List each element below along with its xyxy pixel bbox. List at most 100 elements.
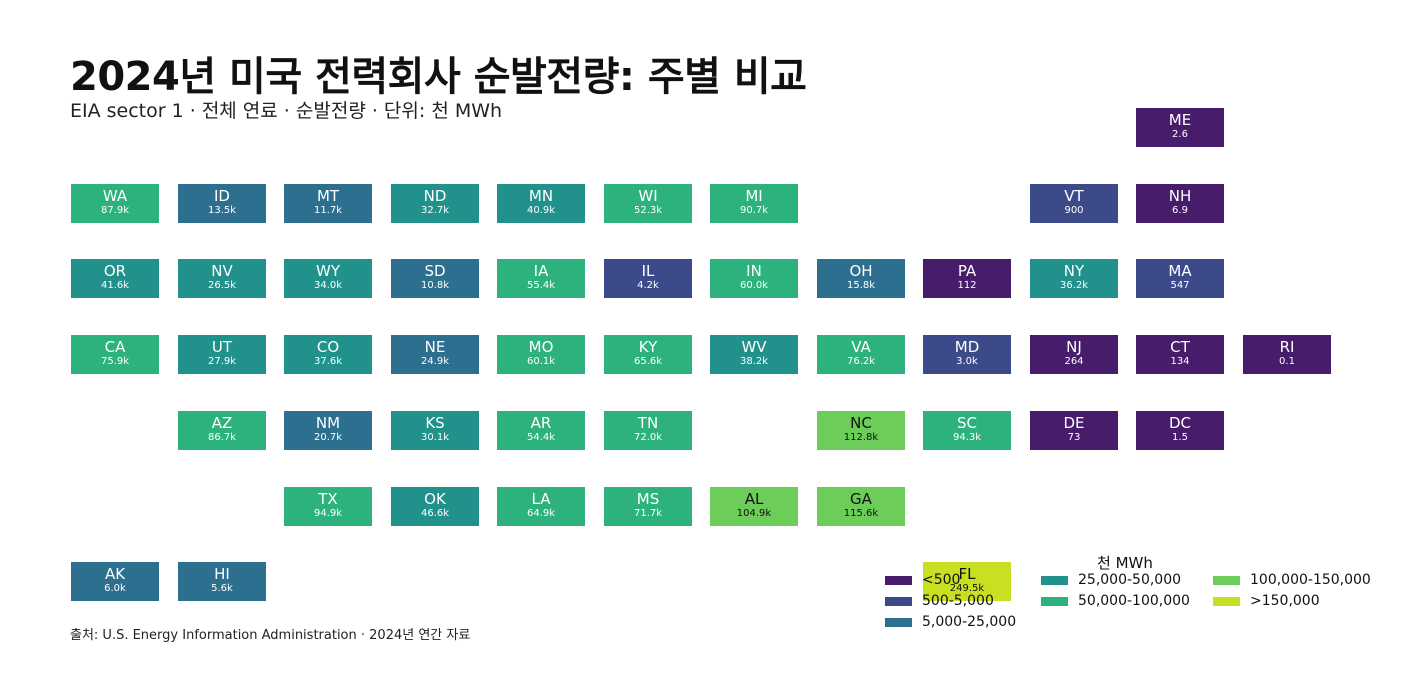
state-abbr: DC bbox=[1168, 414, 1192, 432]
state-value: 547 bbox=[1170, 280, 1190, 291]
state-abbr: WI bbox=[638, 187, 658, 205]
state-value: 112.8k bbox=[843, 432, 879, 443]
state-abbr: IL bbox=[641, 262, 655, 280]
state-abbr: GA bbox=[850, 490, 872, 508]
state-value: 20.7k bbox=[313, 432, 343, 443]
state-tile-az: AZ 86.7k bbox=[178, 411, 266, 450]
legend-item: 5,000-25,000 bbox=[885, 614, 1016, 634]
state-tile-dc: DC 1.5 bbox=[1136, 411, 1224, 450]
state-value: 46.6k bbox=[420, 508, 450, 519]
state-abbr: CO bbox=[316, 338, 340, 356]
state-abbr: VT bbox=[1064, 187, 1084, 205]
state-value: 86.7k bbox=[207, 432, 237, 443]
state-tile-in: IN 60.0k bbox=[710, 259, 798, 298]
legend-item: 50,000-100,000 bbox=[1041, 593, 1190, 613]
legend-swatch bbox=[885, 575, 912, 585]
state-abbr: MO bbox=[528, 338, 554, 356]
state-value: 41.6k bbox=[100, 280, 130, 291]
legend-item: 25,000-50,000 bbox=[1041, 572, 1181, 592]
state-abbr: MN bbox=[528, 187, 554, 205]
legend-label: 25,000-50,000 bbox=[1078, 572, 1182, 588]
state-value: 73 bbox=[1067, 432, 1081, 443]
state-abbr: PA bbox=[957, 262, 977, 280]
legend-label: 100,000-150,000 bbox=[1250, 572, 1371, 588]
state-abbr: KY bbox=[638, 338, 658, 356]
legend-swatch bbox=[1213, 575, 1240, 585]
state-tile-al: AL 104.9k bbox=[710, 487, 798, 526]
legend-swatch bbox=[1213, 596, 1240, 606]
state-tile-ri: RI 0.1 bbox=[1243, 335, 1331, 374]
state-value: 34.0k bbox=[313, 280, 343, 291]
chart-title: 2024년 미국 전력회사 순발전량: 주별 비교 bbox=[70, 54, 807, 100]
state-value: 900 bbox=[1064, 205, 1084, 216]
state-value: 249.5k bbox=[949, 583, 985, 594]
state-tile-ks: KS 30.1k bbox=[391, 411, 479, 450]
state-value: 13.5k bbox=[207, 205, 237, 216]
state-tile-wa: WA 87.9k bbox=[71, 184, 159, 223]
state-tile-la: LA 64.9k bbox=[497, 487, 585, 526]
state-abbr: VA bbox=[851, 338, 871, 356]
state-tile-nv: NV 26.5k bbox=[178, 259, 266, 298]
state-value: 55.4k bbox=[526, 280, 556, 291]
state-value: 94.9k bbox=[313, 508, 343, 519]
state-abbr: OH bbox=[849, 262, 873, 280]
state-abbr: SC bbox=[957, 414, 977, 432]
state-tile-or: OR 41.6k bbox=[71, 259, 159, 298]
state-value: 134 bbox=[1170, 356, 1190, 367]
state-abbr: OR bbox=[103, 262, 127, 280]
state-value: 60.0k bbox=[739, 280, 769, 291]
state-abbr: RI bbox=[1279, 338, 1295, 356]
state-value: 75.9k bbox=[100, 356, 130, 367]
state-value: 54.4k bbox=[526, 432, 556, 443]
state-value: 6.9 bbox=[1172, 205, 1188, 216]
state-abbr: LA bbox=[531, 490, 551, 508]
state-abbr: NV bbox=[211, 262, 233, 280]
state-value: 1.5 bbox=[1172, 432, 1188, 443]
state-value: 64.9k bbox=[526, 508, 556, 519]
state-tile-il: IL 4.2k bbox=[604, 259, 692, 298]
state-abbr: ID bbox=[214, 187, 230, 205]
state-tile-tx: TX 94.9k bbox=[284, 487, 372, 526]
state-abbr: NM bbox=[315, 414, 341, 432]
state-tile-ar: AR 54.4k bbox=[497, 411, 585, 450]
state-value: 90.7k bbox=[739, 205, 769, 216]
state-tile-co: CO 37.6k bbox=[284, 335, 372, 374]
state-abbr: IA bbox=[533, 262, 549, 280]
state-abbr: WA bbox=[102, 187, 128, 205]
legend-swatch bbox=[885, 596, 912, 606]
state-value: 15.8k bbox=[846, 280, 876, 291]
state-abbr: NH bbox=[1168, 187, 1192, 205]
state-value: 264 bbox=[1064, 356, 1084, 367]
state-abbr: TX bbox=[318, 490, 338, 508]
state-abbr: ND bbox=[423, 187, 447, 205]
state-abbr: DE bbox=[1063, 414, 1085, 432]
state-tile-nc: NC 112.8k bbox=[817, 411, 905, 450]
state-value: 40.9k bbox=[526, 205, 556, 216]
legend: 천 MWh <500 500-5,000 5,000-25,000 25,000-50… bbox=[880, 552, 1380, 632]
state-value: 104.9k bbox=[736, 508, 772, 519]
state-tile-mt: MT 11.7k bbox=[284, 184, 372, 223]
state-abbr: MS bbox=[636, 490, 660, 508]
legend-label: >150,000 bbox=[1250, 593, 1320, 609]
state-tile-vt: VT 900 bbox=[1030, 184, 1118, 223]
state-abbr: MA bbox=[1168, 262, 1192, 280]
state-value: 2.6 bbox=[1172, 129, 1188, 140]
state-value: 76.2k bbox=[846, 356, 876, 367]
state-tile-fl: FL 249.5k bbox=[923, 562, 1011, 601]
chart-subtitle: EIA sector 1 · 전체 연료 · 순발전량 · 단위: 천 MWh bbox=[70, 100, 503, 122]
state-tile-va: VA 76.2k bbox=[817, 335, 905, 374]
state-abbr: OK bbox=[424, 490, 446, 508]
state-abbr: MI bbox=[745, 187, 763, 205]
state-value: 6.0k bbox=[104, 583, 126, 594]
state-tile-wv: WV 38.2k bbox=[710, 335, 798, 374]
state-value: 5.6k bbox=[211, 583, 233, 594]
state-abbr: ME bbox=[1168, 111, 1192, 129]
legend-label: <500 bbox=[922, 572, 961, 588]
state-tile-ak: AK 6.0k bbox=[71, 562, 159, 601]
state-tile-wi: WI 52.3k bbox=[604, 184, 692, 223]
state-abbr: KS bbox=[425, 414, 445, 432]
state-tile-ky: KY 65.6k bbox=[604, 335, 692, 374]
state-abbr: NC bbox=[850, 414, 872, 432]
state-abbr: MD bbox=[954, 338, 980, 356]
state-abbr: NY bbox=[1063, 262, 1085, 280]
